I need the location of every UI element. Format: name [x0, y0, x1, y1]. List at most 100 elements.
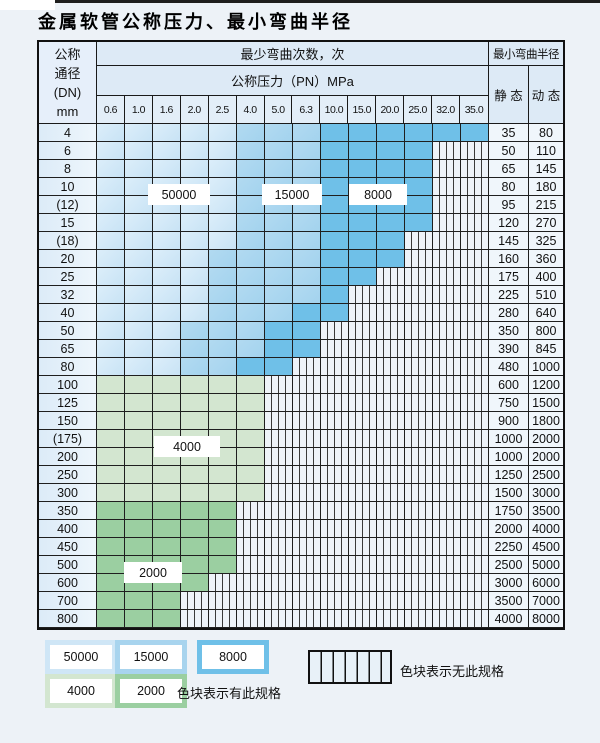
- table-row: 700 3500 7000: [39, 592, 563, 610]
- cell-spec: [153, 484, 181, 502]
- cell-spec: [321, 196, 349, 214]
- table-row: 65 390 845: [39, 340, 563, 358]
- cell-no-spec: [293, 448, 321, 466]
- dynamic-radius-cell: 400: [529, 268, 563, 286]
- cell-no-spec: [461, 304, 489, 322]
- table-row: 450 2250 4500: [39, 538, 563, 556]
- cell-no-spec: [461, 286, 489, 304]
- cell-spec: [97, 124, 125, 142]
- cell-no-spec: [405, 502, 433, 520]
- dynamic-radius-cell: 270: [529, 214, 563, 232]
- cell-spec: [97, 592, 125, 610]
- dynamic-radius-cell: 360: [529, 250, 563, 268]
- dn-cell: 15: [39, 214, 97, 232]
- cell-no-spec: [433, 268, 461, 286]
- cell-spec: [265, 214, 293, 232]
- cell-spec: [349, 250, 377, 268]
- cell-no-spec: [433, 412, 461, 430]
- table-row: 15 120 270: [39, 214, 563, 232]
- dn-cell: 350: [39, 502, 97, 520]
- cell-spec: [237, 124, 265, 142]
- cell-no-spec: [405, 376, 433, 394]
- cell-spec: [153, 520, 181, 538]
- cell-spec: [153, 268, 181, 286]
- dn-cell: 10: [39, 178, 97, 196]
- cell-no-spec: [321, 556, 349, 574]
- static-radius-cell: 480: [489, 358, 529, 376]
- dn-cell: (175): [39, 430, 97, 448]
- cell-no-spec: [461, 556, 489, 574]
- cell-no-spec: [237, 520, 265, 538]
- cell-no-spec: [433, 214, 461, 232]
- cell-no-spec: [237, 592, 265, 610]
- cell-no-spec: [377, 610, 405, 628]
- cell-spec: [97, 394, 125, 412]
- cell-spec: [153, 376, 181, 394]
- cell-spec: [293, 286, 321, 304]
- dn-cell: 50: [39, 322, 97, 340]
- cell-spec: [181, 250, 209, 268]
- cell-no-spec: [433, 394, 461, 412]
- table-row: (12) 95 215: [39, 196, 563, 214]
- cell-spec: [405, 196, 433, 214]
- cell-spec: [237, 412, 265, 430]
- cell-spec: [97, 556, 125, 574]
- cell-no-spec: [293, 412, 321, 430]
- cell-spec: [349, 232, 377, 250]
- cell-spec: [349, 124, 377, 142]
- cell-spec: [153, 394, 181, 412]
- cell-spec: [153, 466, 181, 484]
- table-body: 4 35 80 6 50 110 8 65 145 10 80 180 (12) 95 215 15 120 27…: [39, 124, 563, 628]
- cell-spec: [237, 250, 265, 268]
- static-radius-cell: 1500: [489, 484, 529, 502]
- table-row: (175) 1000 2000: [39, 430, 563, 448]
- cell-no-spec: [461, 610, 489, 628]
- cell-no-spec: [349, 376, 377, 394]
- cell-spec: [237, 394, 265, 412]
- cell-spec: [209, 322, 237, 340]
- cell-spec: [265, 160, 293, 178]
- dynamic-radius-cell: 5000: [529, 556, 563, 574]
- table-row: 50 350 800: [39, 322, 563, 340]
- cell-no-spec: [433, 358, 461, 376]
- cell-spec: [265, 286, 293, 304]
- cell-spec: [181, 574, 209, 592]
- cell-no-spec: [265, 412, 293, 430]
- cycle-label-4000: 4000: [155, 437, 219, 456]
- cell-no-spec: [405, 466, 433, 484]
- static-radius-cell: 2250: [489, 538, 529, 556]
- cycle-label-2000: 2000: [125, 563, 181, 582]
- dynamic-radius-cell: 1500: [529, 394, 563, 412]
- cell-spec: [125, 412, 153, 430]
- cell-no-spec: [461, 160, 489, 178]
- cell-spec: [433, 124, 461, 142]
- static-header: 静 态: [489, 66, 529, 123]
- dynamic-radius-cell: 180: [529, 178, 563, 196]
- dynamic-radius-cell: 6000: [529, 574, 563, 592]
- legend-no-spec-swatch: [308, 650, 392, 684]
- cell-no-spec: [377, 448, 405, 466]
- cell-spec: [181, 142, 209, 160]
- cell-spec: [97, 286, 125, 304]
- cell-spec: [97, 520, 125, 538]
- dn-cell: 100: [39, 376, 97, 394]
- cell-no-spec: [265, 520, 293, 538]
- cell-spec: [153, 232, 181, 250]
- legend-swatch-8000: 8000: [197, 640, 269, 674]
- table-row: 8 65 145: [39, 160, 563, 178]
- dynamic-radius-cell: 510: [529, 286, 563, 304]
- cell-no-spec: [377, 538, 405, 556]
- cell-spec: [125, 340, 153, 358]
- cell-no-spec: [461, 520, 489, 538]
- cell-spec: [181, 232, 209, 250]
- cell-no-spec: [321, 610, 349, 628]
- pressure-tick: 2.0: [180, 96, 209, 123]
- cell-spec: [153, 610, 181, 628]
- static-radius-cell: 2500: [489, 556, 529, 574]
- dn-cell: 250: [39, 466, 97, 484]
- cell-no-spec: [433, 178, 461, 196]
- static-radius-cell: 350: [489, 322, 529, 340]
- cell-spec: [349, 214, 377, 232]
- cell-spec: [125, 214, 153, 232]
- static-radius-cell: 390: [489, 340, 529, 358]
